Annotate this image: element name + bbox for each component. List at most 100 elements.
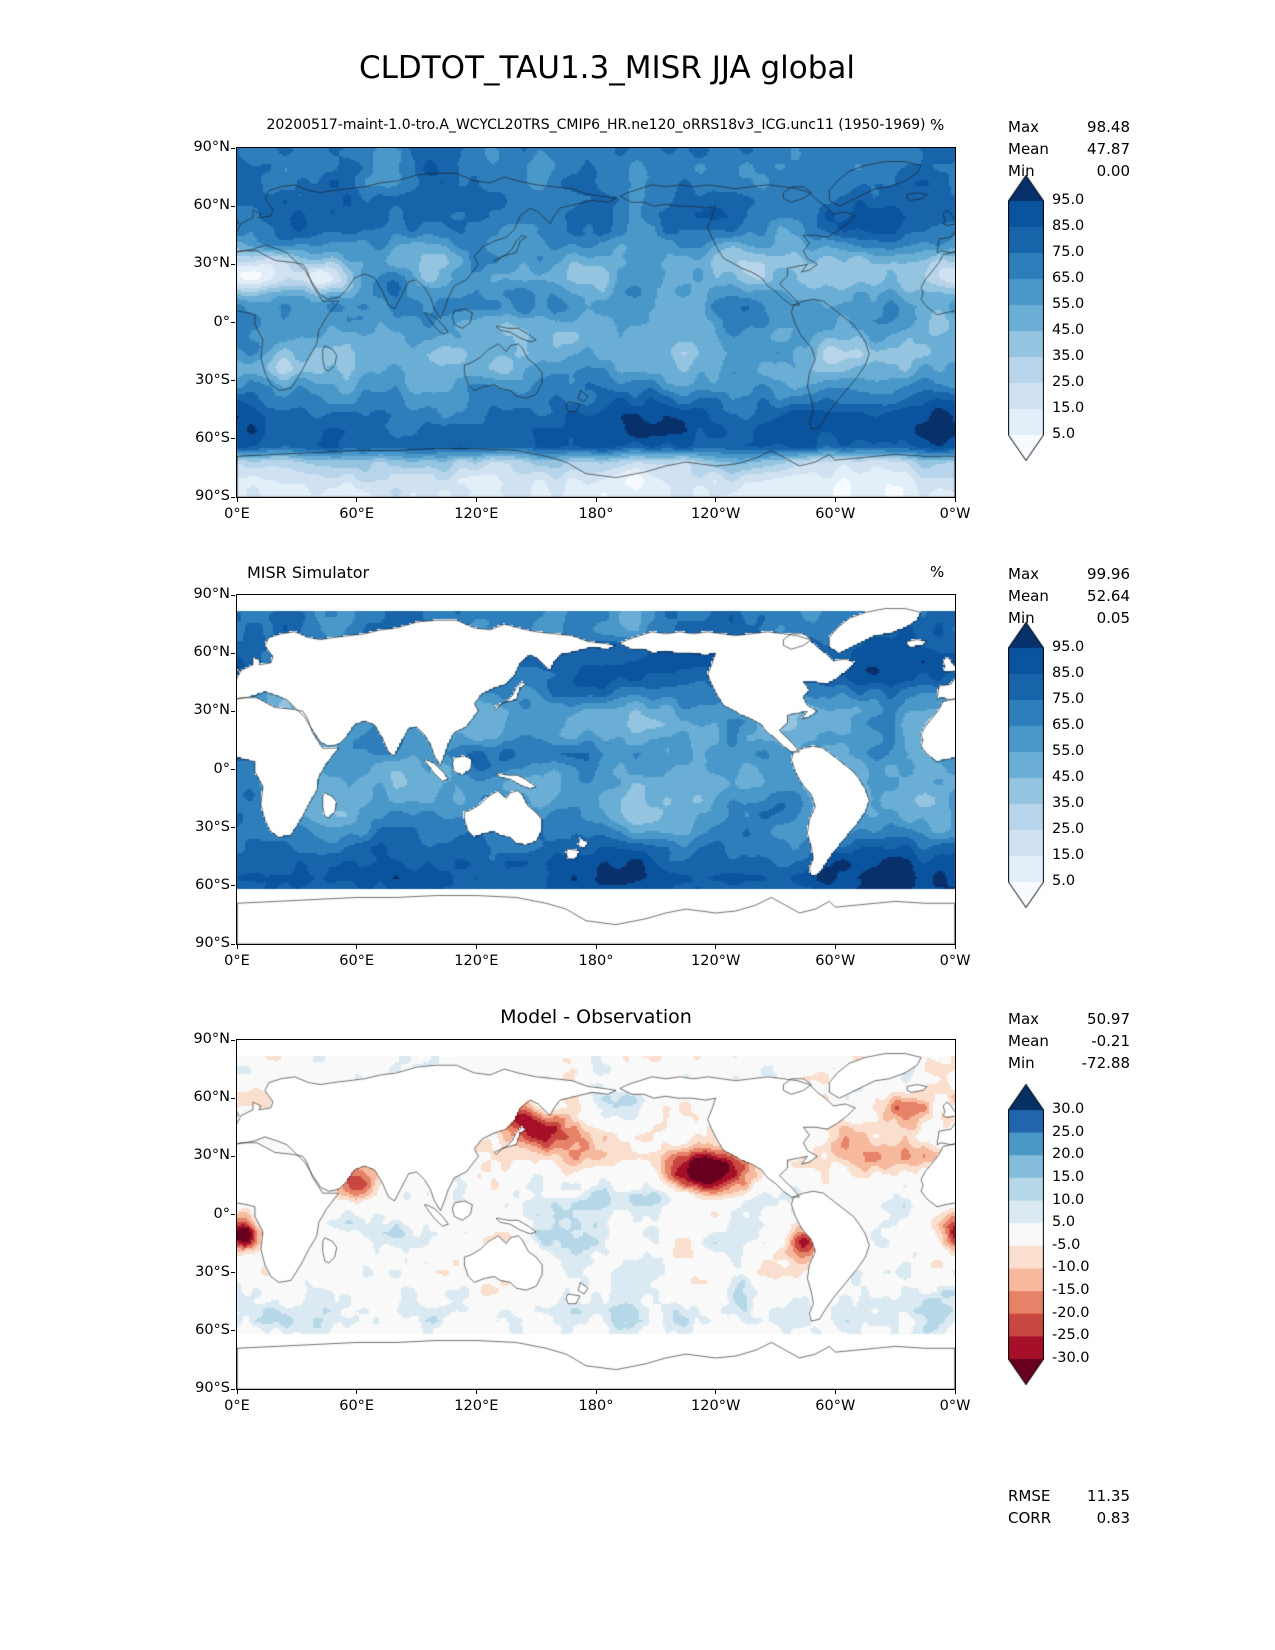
x-tick-label: 0°W (939, 953, 971, 969)
x-tick (715, 498, 717, 502)
difference-title: Model - Observation (500, 1006, 692, 1028)
x-tick (356, 945, 358, 949)
colorbar-tick-label: -5.0 (1052, 1236, 1081, 1253)
y-tick (231, 1155, 235, 1157)
colorbar-tick-label: -10.0 (1052, 1259, 1090, 1276)
colorbar-tick-label: -15.0 (1052, 1282, 1090, 1299)
y-tick (231, 380, 235, 382)
y-tick-label: 30°S (195, 818, 230, 835)
colorbar-tick-label: -25.0 (1052, 1327, 1090, 1344)
colorbar-tick-label: 55.0 (1052, 296, 1085, 312)
map-frame-model (236, 147, 956, 498)
map-canvas-model (237, 148, 955, 497)
metric-value-corr: 0.83 (1096, 1509, 1130, 1527)
y-tick-label: 90°S (195, 488, 230, 504)
metric-value-rmse: 11.35 (1087, 1487, 1130, 1505)
stat-value-min: 0.00 (1096, 162, 1130, 180)
x-tick-label: 120°W (691, 1398, 741, 1414)
colorbar-tick-label: 5.0 (1052, 426, 1076, 442)
stat-value-mean: 52.64 (1087, 587, 1130, 605)
x-tick (595, 945, 597, 949)
units-label-model: % (930, 116, 945, 134)
y-tick (231, 496, 235, 498)
colorbar-tick-label: 30.0 (1052, 1101, 1085, 1117)
y-tick (231, 769, 235, 770)
x-tick-label: 180° (578, 1398, 614, 1414)
colorbar-tick-label: 55.0 (1052, 743, 1085, 759)
y-tick (231, 943, 235, 945)
stat-value-mean: 47.87 (1087, 140, 1130, 158)
x-tick-label: 120°E (454, 506, 499, 522)
colorbar-tick-label: 25.0 (1052, 821, 1085, 837)
y-tick (231, 885, 235, 887)
colorbar-tick-label: -30.0 (1052, 1350, 1090, 1366)
y-tick-label: 30°N (193, 255, 230, 272)
y-tick (231, 827, 235, 829)
x-tick (595, 1390, 597, 1394)
colorbar-difference (1008, 1084, 1044, 1385)
y-tick (231, 652, 235, 654)
x-tick (356, 498, 358, 502)
x-tick-label: 60°E (339, 1398, 375, 1414)
colorbar-tick-label: 5.0 (1052, 1214, 1076, 1231)
y-tick (231, 710, 235, 712)
y-tick-label: 60°N (193, 1089, 230, 1106)
simulator-title: MISR Simulator (247, 563, 370, 582)
y-tick-label: 0° (213, 1205, 230, 1222)
x-tick (834, 498, 836, 502)
colorbar-simulator (1008, 622, 1044, 908)
stats-block-difference: Max 50.97 Mean -0.21 Min -72.88 (1008, 1010, 1130, 1076)
colorbar-tick-label: 10.0 (1052, 1191, 1085, 1208)
y-tick (231, 438, 235, 440)
x-tick-label: 0°E (224, 506, 250, 522)
map-canvas-simulator (237, 595, 955, 944)
panel-model: 20200517-maint-1.0-tro.A_WCYCL20TRS_CMIP… (0, 105, 1275, 552)
x-tick-label: 60°W (815, 1398, 856, 1414)
model-run-title: 20200517-maint-1.0-tro.A_WCYCL20TRS_CMIP… (266, 117, 926, 133)
x-tick (834, 945, 836, 949)
x-tick (475, 498, 477, 502)
x-tick-label: 120°W (691, 506, 741, 522)
y-tick-label: 60°N (193, 197, 230, 214)
x-tick-label: 60°E (339, 506, 375, 522)
y-tick-label: 30°S (195, 1263, 230, 1280)
stat-value-max: 50.97 (1087, 1010, 1130, 1028)
stat-label-min: Min (1008, 1054, 1035, 1072)
x-tick (236, 498, 238, 502)
y-tick (231, 1039, 235, 1041)
y-tick-label: 90°S (195, 1380, 230, 1396)
colorbar-tick-label: 25.0 (1052, 374, 1085, 390)
x-tick-label: 0°E (224, 1398, 250, 1414)
colorbar-tick-label: 15.0 (1052, 400, 1085, 416)
x-tick (236, 1390, 238, 1394)
stat-value-max: 99.96 (1087, 565, 1130, 583)
units-label-simulator: % (930, 563, 945, 581)
metric-label-corr: CORR (1008, 1509, 1052, 1527)
y-tick-label: 60°S (195, 1321, 230, 1338)
x-tick-label: 60°W (815, 953, 856, 969)
x-tick-label: 60°W (815, 506, 856, 522)
stat-row-max: Max 99.96 (1008, 565, 1130, 587)
colorbar-tick-label: 95.0 (1052, 192, 1085, 208)
stat-label-mean: Mean (1008, 140, 1049, 158)
metrics-block: RMSE 11.35 CORR 0.83 (1008, 1487, 1130, 1531)
stat-value-mean: -0.21 (1091, 1032, 1130, 1050)
stat-label-max: Max (1008, 1010, 1040, 1028)
x-tick-label: 0°W (939, 506, 971, 522)
x-tick (475, 945, 477, 949)
y-tick-label: 30°N (193, 1147, 230, 1164)
x-tick (834, 1390, 836, 1394)
stat-label-max: Max (1008, 565, 1040, 583)
y-tick (231, 322, 235, 323)
x-tick (954, 945, 956, 949)
y-tick-label: 60°S (195, 876, 230, 893)
stat-value-min: -72.88 (1081, 1054, 1130, 1072)
y-tick (231, 1097, 235, 1099)
colorbar-tick-label: 85.0 (1052, 665, 1085, 681)
panel-difference: Model - Observation Max 50.97 Mean -0.21 M… (0, 997, 1275, 1557)
stat-row-max: Max 50.97 (1008, 1010, 1130, 1032)
y-tick-label: 30°N (193, 702, 230, 719)
y-tick-label: 60°S (195, 429, 230, 446)
y-tick (231, 147, 235, 149)
stat-label-mean: Mean (1008, 587, 1049, 605)
